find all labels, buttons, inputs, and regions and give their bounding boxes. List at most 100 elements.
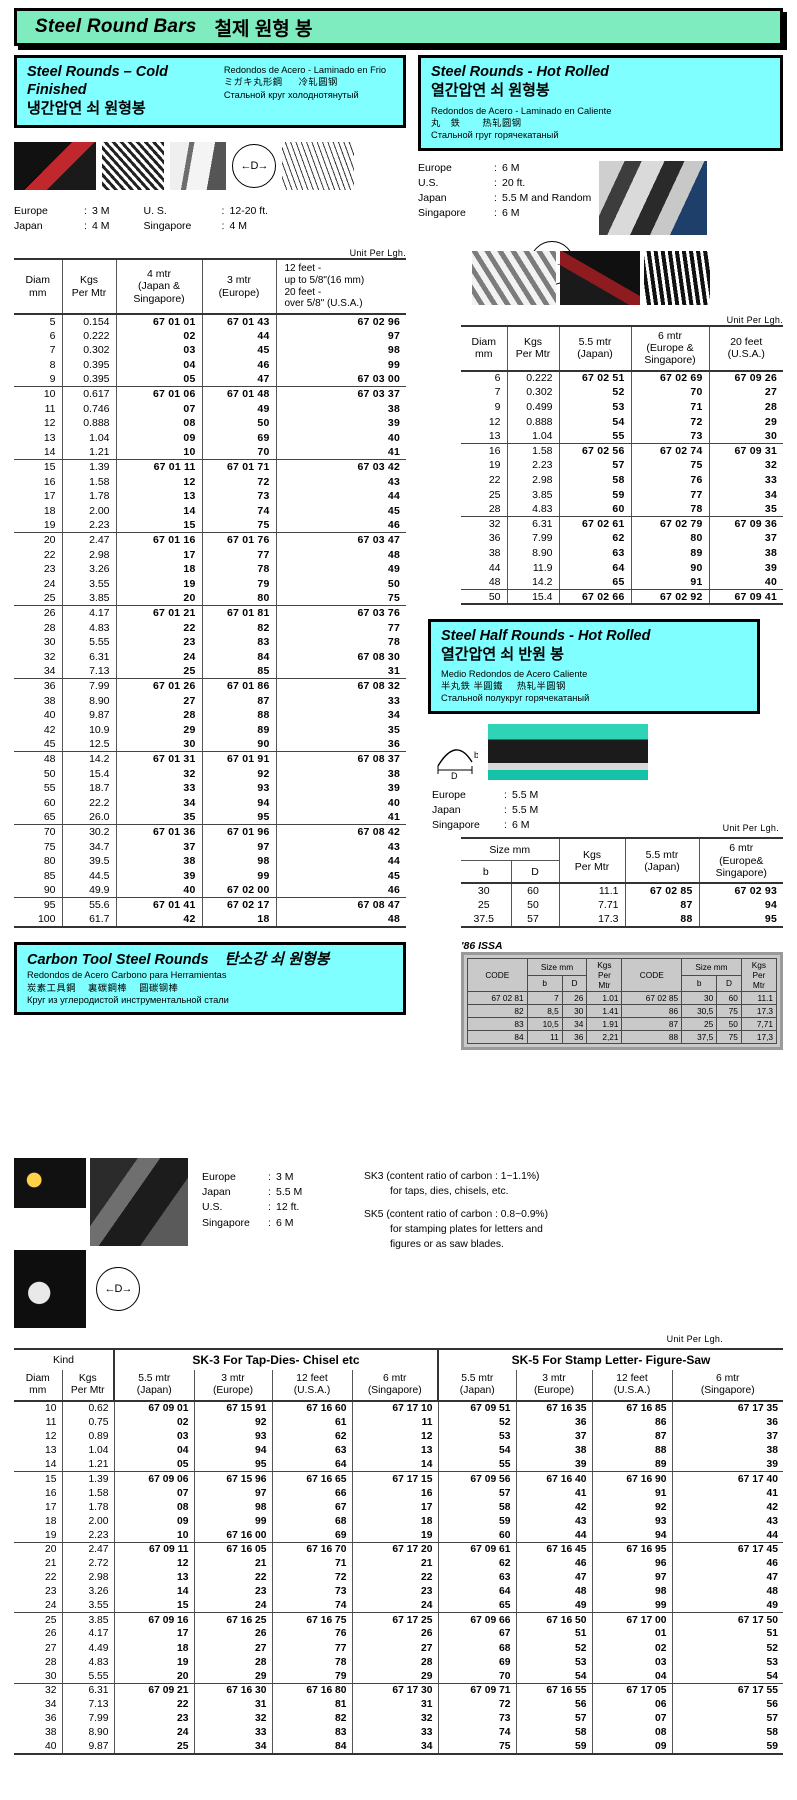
cold-finished-unit-note: Unit Per Lgh. bbox=[349, 248, 406, 259]
table-row: 9 0.395 05 47 67 03 00 bbox=[14, 372, 406, 388]
table-cell: 67 01 76 bbox=[201, 532, 277, 548]
table-cell: 75 bbox=[14, 839, 63, 854]
carbon-tool-sub-ru: Круг из углеродистой инструментальной ст… bbox=[27, 995, 229, 1006]
table-row: 32 6.31 67 09 21 67 16 30 67 16 80 67 17 30 67… bbox=[14, 1683, 783, 1698]
table-cell: 18 bbox=[351, 1514, 439, 1529]
table-cell: 93 bbox=[201, 780, 277, 796]
table-cell: 54 bbox=[671, 1669, 783, 1684]
table-cell: 72 bbox=[201, 474, 277, 490]
table-row: 36 7.99 67 01 26 67 01 86 67 08 32 bbox=[14, 678, 406, 694]
table-cell: 67 02 61 bbox=[558, 516, 632, 532]
col-kgs: Kgs Per Mtr bbox=[506, 325, 560, 371]
table-cell: 08 bbox=[115, 416, 203, 431]
table-cell: 77 bbox=[275, 620, 406, 635]
table-row: 15 1.39 67 09 06 67 15 96 67 16 65 67 17 15 67… bbox=[14, 1471, 783, 1486]
table-cell: 0.222 bbox=[61, 328, 117, 344]
table-cell: 83 bbox=[271, 1725, 353, 1740]
table-row: 18 2.00 09 99 68 18 59 43 93 43 bbox=[14, 1514, 783, 1529]
issa-col-b-left: b bbox=[526, 974, 563, 993]
table-cell: 0.617 bbox=[61, 386, 117, 402]
table-cell: 22 bbox=[193, 1570, 273, 1585]
table-cell: 70 bbox=[630, 385, 710, 400]
table-cell: 60 bbox=[510, 883, 560, 898]
table-cell: 36 bbox=[14, 1711, 63, 1726]
issa-cell: 30,5 bbox=[681, 1004, 718, 1019]
table-cell: 67 02 51 bbox=[558, 370, 632, 386]
table-cell: 14 bbox=[351, 1457, 439, 1473]
table-row: 25 50 7.71 87 94 bbox=[461, 897, 783, 913]
carbon-tool-header-row-1: Kind SK-3 For Tap-Dies- Chisel etc SK-5 … bbox=[14, 1349, 783, 1371]
table-cell: 48 bbox=[671, 1584, 783, 1599]
table-cell: 35 bbox=[708, 501, 783, 517]
table-cell: 34.7 bbox=[61, 839, 117, 854]
half-rounds-title-en: Steel Half Rounds - Hot Rolled bbox=[441, 628, 651, 645]
spec-value: 20 ft. bbox=[502, 176, 526, 189]
table-row: 20 2.47 67 01 16 67 01 76 67 03 47 bbox=[14, 532, 406, 548]
table-cell: 15 bbox=[14, 1471, 63, 1486]
table-cell: 19 bbox=[113, 1655, 195, 1670]
spec-colon: : bbox=[268, 1216, 271, 1229]
table-cell: 61 bbox=[271, 1415, 353, 1430]
col-diam: Diam mm bbox=[14, 259, 63, 314]
table-row: 44 11.9 64 90 39 bbox=[461, 560, 783, 575]
table-row: 50 15.4 32 92 38 bbox=[14, 766, 406, 781]
table-cell: 18 bbox=[201, 912, 277, 928]
issa-cell: 10,5 bbox=[526, 1017, 563, 1032]
table-cell: 33 bbox=[275, 693, 406, 708]
table-cell: 26 bbox=[193, 1626, 273, 1642]
cold-finished-table: Diam mm Kgs Per Mtr 4 mtr (Japan & Singa… bbox=[14, 258, 406, 928]
table-cell: 76 bbox=[630, 472, 710, 488]
table-cell: 98 bbox=[193, 1500, 273, 1515]
table-row: 24 3.55 15 24 74 24 65 49 99 49 bbox=[14, 1598, 783, 1614]
table-cell: 2.23 bbox=[61, 1528, 115, 1543]
table-cell: 67 09 56 bbox=[437, 1471, 517, 1486]
table-cell: 32 bbox=[14, 1683, 63, 1698]
table-cell: 45 bbox=[201, 343, 277, 358]
table-cell: 78 bbox=[275, 635, 406, 650]
table-cell: 28 bbox=[461, 501, 508, 517]
table-header-row-1: Size mm Kgs Per Mtr 5.5 mtr (Japan) 6 mt… bbox=[461, 838, 783, 884]
table-cell: 67 16 25 bbox=[193, 1612, 273, 1627]
table-cell: 73 bbox=[201, 489, 277, 504]
table-cell: 55 bbox=[437, 1457, 517, 1473]
table-cell: 46 bbox=[275, 518, 406, 534]
table-cell: 13 bbox=[113, 1570, 195, 1585]
table-cell: 49 bbox=[671, 1598, 783, 1614]
carbon-tool-notes: SK3 (content ratio of carbon : 1~1.1%) f… bbox=[364, 1158, 548, 1328]
issa-row: 67 02 81 7 26 1.01 67 02 85 30 60 11.1 bbox=[467, 991, 778, 1006]
table-cell: 50 bbox=[510, 897, 560, 913]
carbon-tool-specs: Europe:3 M Japan:5.5 M U.S.:12 ft. Singa… bbox=[202, 1158, 354, 1328]
table-cell: 67 16 85 bbox=[591, 1401, 673, 1416]
table-cell: 67 09 61 bbox=[437, 1542, 517, 1557]
table-cell: 58 bbox=[671, 1725, 783, 1740]
table-row: 25 3.85 20 80 75 bbox=[14, 591, 406, 607]
table-cell: 75 bbox=[630, 458, 710, 473]
table-cell: 37 bbox=[115, 839, 203, 854]
table-row: 48 14.2 67 01 31 67 01 91 67 08 37 bbox=[14, 751, 406, 767]
table-cell: 36 bbox=[14, 678, 63, 694]
table-cell: 34 bbox=[351, 1739, 439, 1755]
table-cell: 10 bbox=[14, 386, 63, 402]
table-cell: 67 01 81 bbox=[201, 605, 277, 621]
table-cell: 24 bbox=[351, 1598, 439, 1614]
table-row: 48 14.2 65 91 40 bbox=[461, 574, 783, 590]
issa-cell: 75 bbox=[716, 1004, 742, 1019]
table-cell: 77 bbox=[201, 547, 277, 563]
table-cell: 9.87 bbox=[61, 1739, 115, 1755]
table-cell: 57 bbox=[515, 1711, 593, 1726]
spec-colon: : bbox=[504, 803, 507, 816]
table-cell: 6 bbox=[14, 328, 63, 344]
table-cell: 63 bbox=[437, 1570, 517, 1585]
table-cell: 40 bbox=[708, 574, 783, 590]
table-cell: 7 bbox=[14, 343, 63, 358]
table-cell: 48 bbox=[275, 912, 406, 928]
table-cell: 94 bbox=[201, 795, 277, 811]
table-row: 13 1.04 04 94 63 13 54 38 88 38 bbox=[14, 1443, 783, 1458]
cold-finished-title-kr: 냉간압연 쇠 원형봉 bbox=[27, 100, 146, 118]
table-cell: 14.2 bbox=[506, 574, 560, 590]
table-cell: 97 bbox=[591, 1570, 673, 1585]
table-cell: 36 bbox=[461, 531, 508, 546]
table-row: 85 44.5 39 99 45 bbox=[14, 868, 406, 884]
table-cell: 67 09 01 bbox=[113, 1401, 195, 1416]
table-cell: 2.98 bbox=[506, 472, 560, 488]
